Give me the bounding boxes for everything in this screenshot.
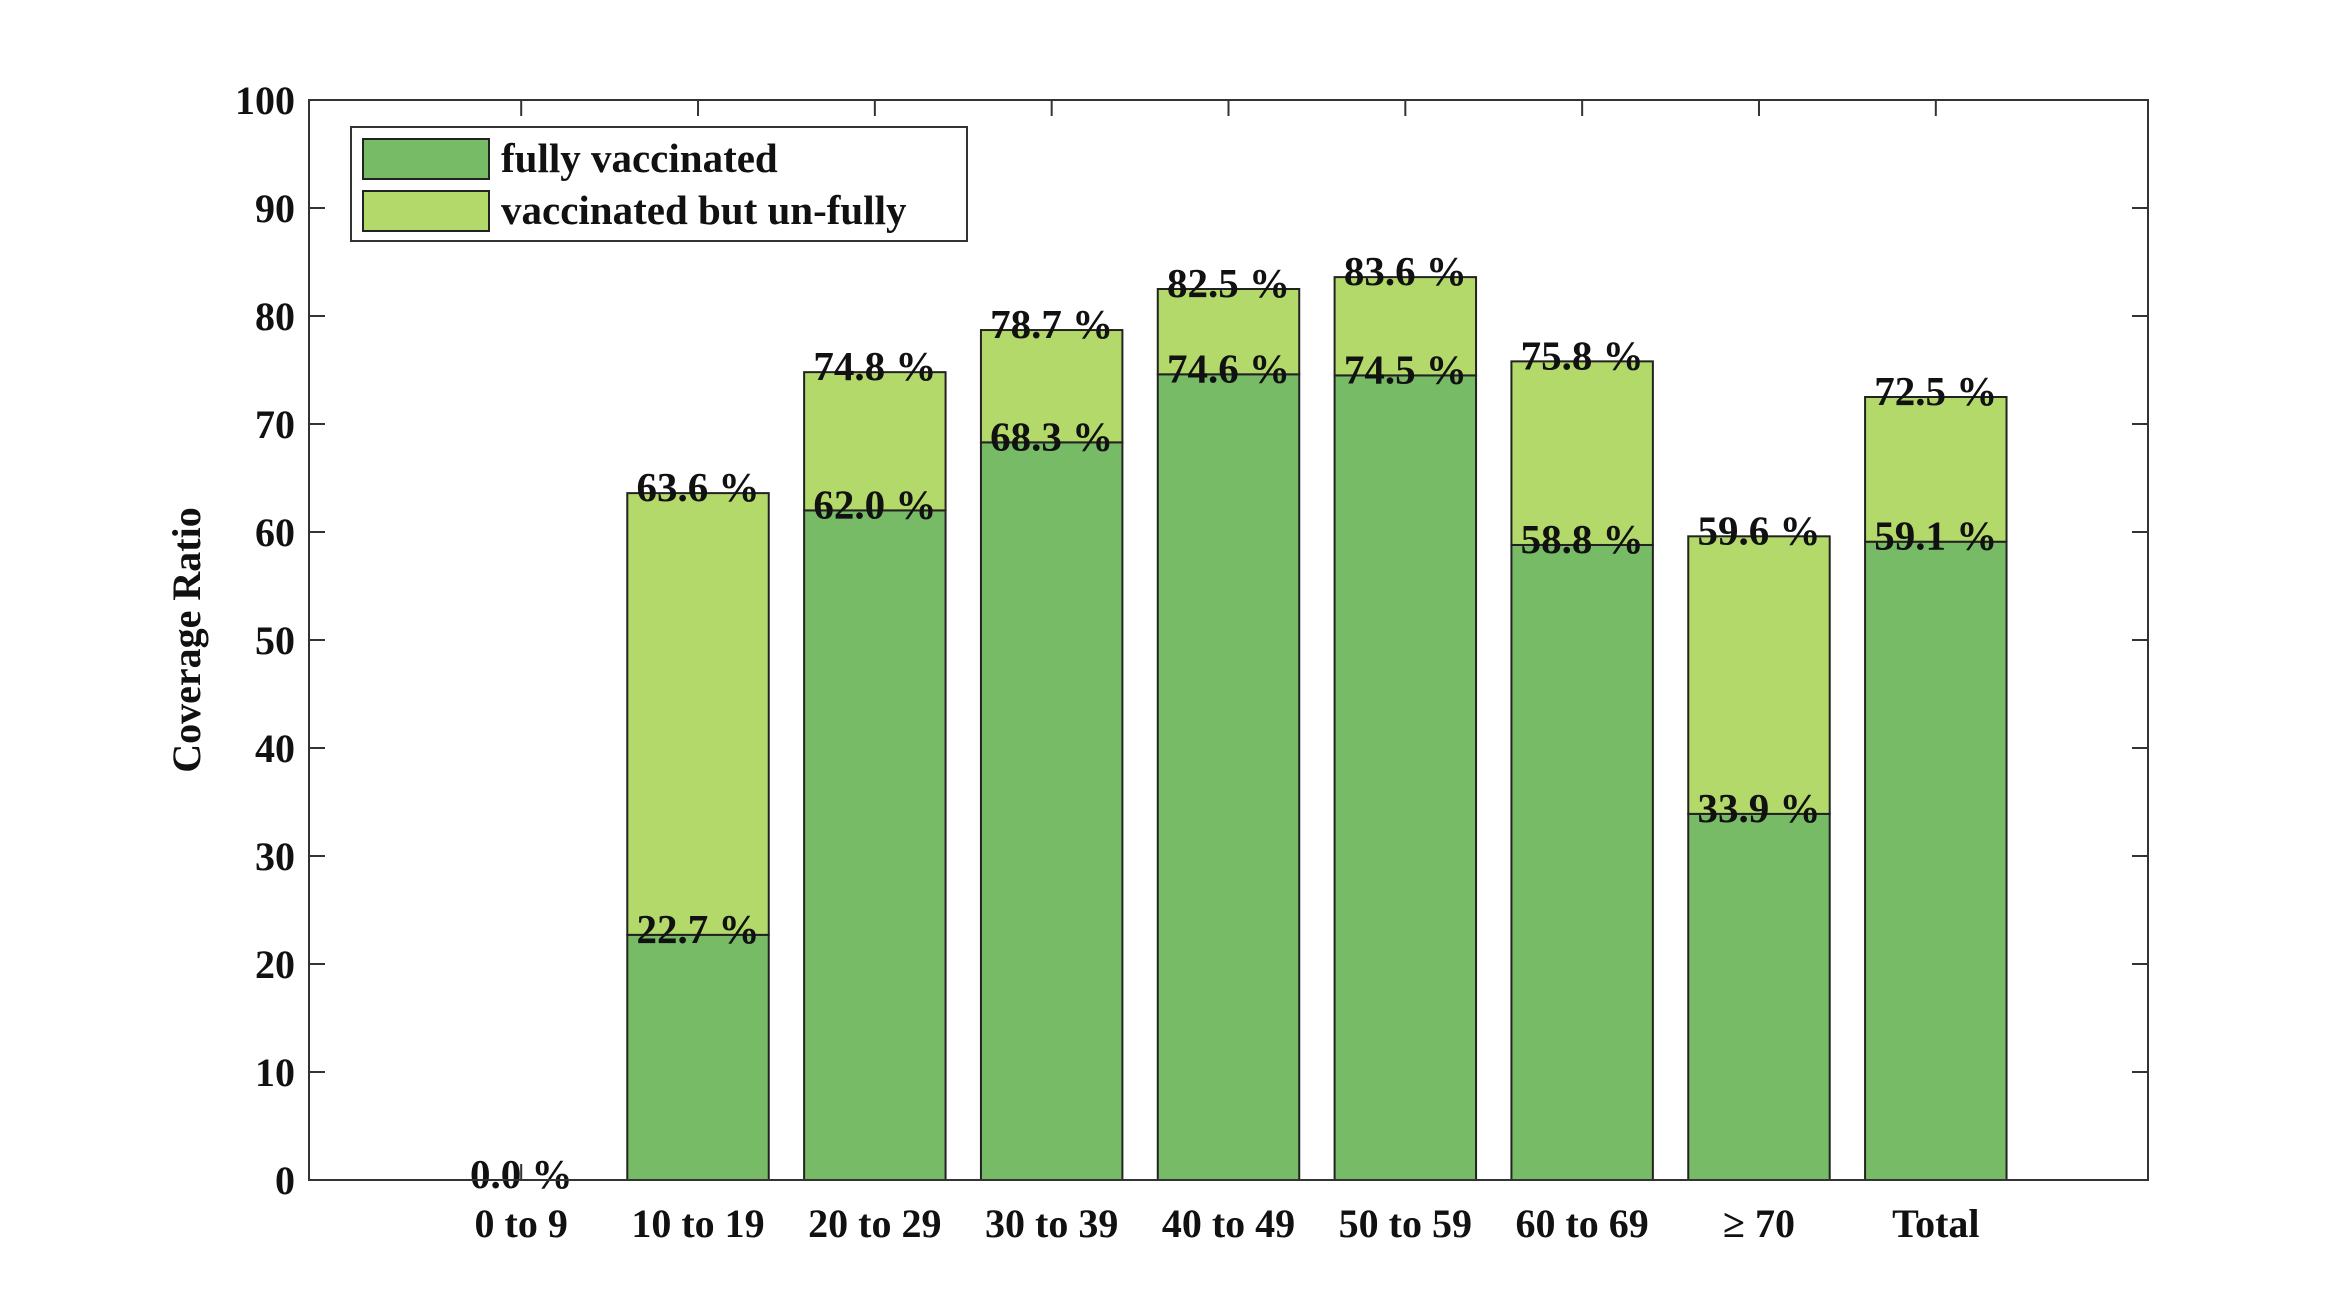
legend-label: fully vaccinated	[501, 135, 778, 181]
bar-segment	[1333, 276, 1478, 377]
y-tick-label: 100	[235, 78, 295, 123]
bar-segment	[1510, 543, 1654, 1181]
y-tick-label: 70	[255, 402, 295, 447]
total-label: 63.6 %	[637, 464, 760, 510]
bar-segment	[1687, 812, 1831, 1181]
bar-segment	[626, 492, 770, 936]
bar-segment	[979, 329, 1124, 444]
x-tick-label: 0 to 9	[475, 1201, 568, 1246]
total-label: 59.6 %	[1697, 507, 1820, 553]
y-tick-label: 60	[255, 510, 295, 555]
plot-frame	[308, 99, 2149, 1181]
total-label: 83.6 %	[1344, 248, 1467, 294]
bar-segment	[1864, 540, 2008, 1181]
bar-segment	[626, 933, 770, 1182]
data-label: 74.5 %	[1344, 346, 1467, 392]
data-label: 68.3 %	[990, 413, 1113, 459]
bar-segment	[1864, 396, 2008, 543]
y-axis-label: Coverage Ratio	[164, 507, 209, 772]
bar-segment	[1156, 373, 1301, 1181]
bar-segment	[1510, 360, 1654, 546]
y-tick-label: 40	[255, 726, 295, 771]
y-tick-label: 50	[255, 618, 295, 663]
y-tick-label: 20	[255, 942, 295, 987]
bar-segment	[1687, 535, 1831, 815]
bar-segment	[1333, 374, 1478, 1181]
y-tick-label: 0	[275, 1158, 295, 1203]
bar-segment	[1156, 288, 1301, 376]
x-tick-label: ≥ 70	[1723, 1201, 1795, 1246]
data-label: 59.1 %	[1874, 513, 1997, 559]
legend-label: vaccinated but un-fully	[501, 187, 907, 233]
y-tick-label: 30	[255, 834, 295, 879]
legend-swatch	[362, 190, 490, 232]
x-tick-label: 40 to 49	[1162, 1201, 1295, 1246]
total-label: 74.8 %	[813, 343, 936, 389]
total-label: 75.8 %	[1521, 332, 1644, 378]
total-label: 0.0 %	[470, 1151, 573, 1197]
bar-segment	[803, 371, 947, 512]
data-label: 62.0 %	[813, 481, 936, 527]
x-tick-label: 10 to 19	[631, 1201, 764, 1246]
y-tick-label: 80	[255, 294, 295, 339]
x-tick-label: 60 to 69	[1515, 1201, 1648, 1246]
data-label: 22.7 %	[637, 906, 760, 952]
total-label: 72.5 %	[1874, 368, 1997, 414]
legend-swatch	[362, 138, 490, 180]
total-label: 78.7 %	[990, 301, 1113, 347]
bar-segment	[803, 509, 947, 1181]
y-tick-label: 90	[255, 186, 295, 231]
total-label: 82.5 %	[1167, 260, 1290, 306]
data-label: 58.8 %	[1521, 516, 1644, 562]
y-tick-label: 10	[255, 1050, 295, 1095]
x-tick-label: 30 to 39	[985, 1201, 1118, 1246]
data-label: 33.9 %	[1697, 785, 1820, 831]
x-tick-label: Total	[1892, 1201, 1979, 1246]
x-tick-label: 20 to 29	[808, 1201, 941, 1246]
data-label: 74.6 %	[1167, 345, 1290, 391]
bar-segment	[979, 441, 1124, 1181]
x-tick-label: 50 to 59	[1339, 1201, 1472, 1246]
